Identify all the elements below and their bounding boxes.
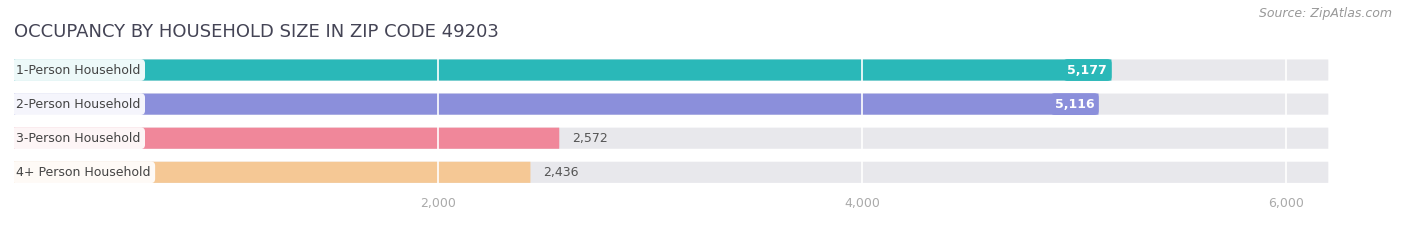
FancyBboxPatch shape [14,162,1329,183]
FancyBboxPatch shape [14,59,1329,81]
FancyBboxPatch shape [14,93,1329,115]
FancyBboxPatch shape [14,128,1329,149]
Text: 2,572: 2,572 [572,132,607,145]
FancyBboxPatch shape [14,128,560,149]
FancyBboxPatch shape [14,93,1098,115]
Text: 5,116: 5,116 [1054,98,1094,111]
Text: 3-Person Household: 3-Person Household [17,132,141,145]
Text: 2,436: 2,436 [543,166,579,179]
Text: Source: ZipAtlas.com: Source: ZipAtlas.com [1258,7,1392,20]
FancyBboxPatch shape [14,59,1112,81]
FancyBboxPatch shape [14,162,530,183]
Text: 5,177: 5,177 [1067,64,1108,76]
Text: 2-Person Household: 2-Person Household [17,98,141,111]
Text: OCCUPANCY BY HOUSEHOLD SIZE IN ZIP CODE 49203: OCCUPANCY BY HOUSEHOLD SIZE IN ZIP CODE … [14,23,499,41]
Text: 1-Person Household: 1-Person Household [17,64,141,76]
Text: 4+ Person Household: 4+ Person Household [17,166,150,179]
